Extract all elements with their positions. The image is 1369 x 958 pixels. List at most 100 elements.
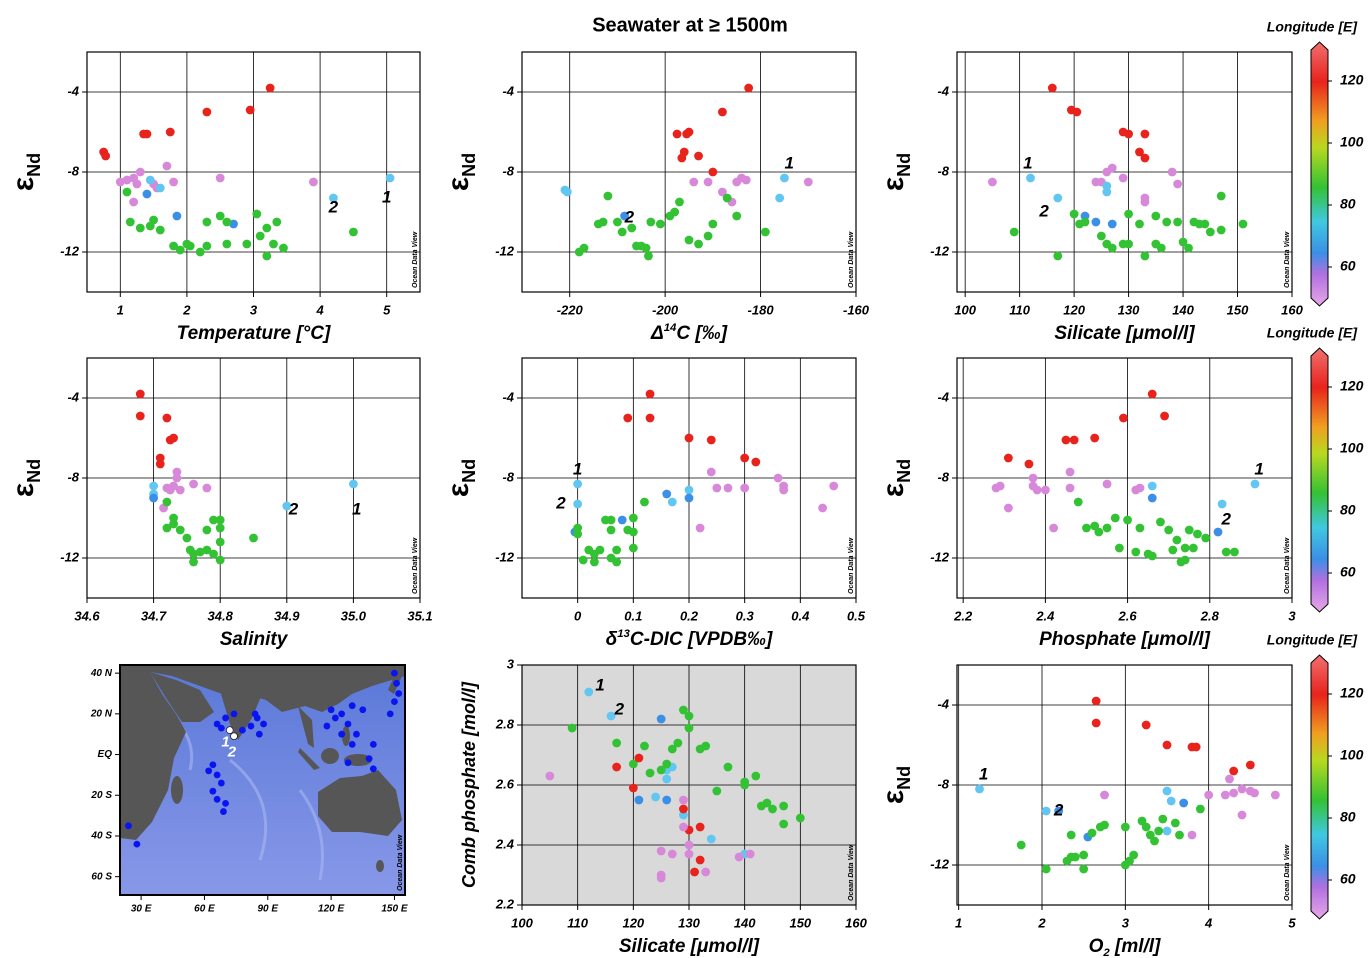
point bbox=[641, 243, 651, 253]
point bbox=[1166, 796, 1176, 806]
label-part: Salinity bbox=[220, 629, 289, 650]
point bbox=[1107, 219, 1117, 229]
point bbox=[385, 173, 395, 183]
label-part: Comb phosphate [mol/l] bbox=[459, 681, 479, 888]
point bbox=[349, 479, 358, 489]
x-tick-label: 2.8 bbox=[1200, 608, 1220, 623]
x-tick-label: 120 bbox=[622, 915, 644, 930]
station bbox=[393, 679, 400, 687]
y-tick-label: 2.2 bbox=[495, 896, 515, 911]
point bbox=[1141, 822, 1151, 832]
point bbox=[573, 499, 583, 509]
annotation: 1 bbox=[595, 675, 604, 694]
point bbox=[706, 435, 716, 445]
point bbox=[708, 167, 718, 177]
station bbox=[369, 740, 377, 748]
point bbox=[202, 525, 212, 535]
point bbox=[578, 555, 588, 565]
label-part: Phosphate [μmol/l] bbox=[1039, 629, 1211, 650]
point bbox=[282, 501, 292, 511]
point bbox=[1205, 227, 1215, 237]
x-tick-label: 0.2 bbox=[680, 608, 699, 623]
station bbox=[369, 765, 377, 773]
point bbox=[202, 483, 212, 493]
x-tick-label: 5 bbox=[383, 302, 391, 317]
point bbox=[135, 167, 145, 177]
point bbox=[1102, 181, 1112, 191]
point bbox=[628, 513, 638, 523]
point bbox=[612, 762, 622, 772]
point bbox=[988, 177, 997, 187]
point bbox=[606, 525, 616, 535]
y-tick-label: -4 bbox=[937, 696, 949, 711]
x-tick-label: 34.8 bbox=[208, 608, 234, 623]
point bbox=[673, 738, 683, 748]
point bbox=[142, 189, 152, 199]
colorbar-label: Longitude [E] bbox=[1267, 19, 1359, 35]
point bbox=[1102, 479, 1112, 489]
point bbox=[165, 127, 175, 137]
point bbox=[1178, 237, 1188, 247]
point bbox=[155, 459, 165, 469]
point bbox=[773, 473, 783, 483]
label-part: ε bbox=[7, 177, 40, 191]
station bbox=[226, 726, 234, 734]
x-tick-label: 2.6 bbox=[1118, 608, 1138, 623]
plot-frame bbox=[956, 51, 1293, 293]
point bbox=[628, 759, 638, 769]
station bbox=[344, 720, 352, 728]
station bbox=[348, 740, 356, 748]
point bbox=[628, 527, 638, 537]
point bbox=[269, 239, 278, 249]
station bbox=[133, 840, 141, 848]
y-tick-label: 20 S bbox=[90, 790, 112, 801]
point bbox=[1216, 191, 1226, 201]
x-tick-label: 1 bbox=[955, 915, 962, 930]
point bbox=[1041, 864, 1051, 874]
point bbox=[1047, 83, 1057, 93]
x-tick-label: 150 bbox=[1227, 302, 1249, 317]
point bbox=[662, 489, 672, 499]
station bbox=[386, 710, 394, 718]
point bbox=[189, 549, 198, 559]
x-tick-label: 0.5 bbox=[847, 608, 866, 623]
point bbox=[694, 239, 703, 249]
point bbox=[1187, 830, 1197, 840]
colorbar-tick-label: 100 bbox=[1340, 134, 1364, 150]
point bbox=[1079, 850, 1089, 860]
annotation: 1 bbox=[979, 764, 988, 783]
point bbox=[1003, 453, 1013, 463]
point bbox=[252, 209, 262, 219]
colorbar bbox=[1310, 41, 1329, 307]
plot-frame bbox=[956, 664, 1293, 906]
point bbox=[1204, 790, 1214, 800]
point bbox=[579, 243, 589, 253]
point bbox=[667, 849, 677, 859]
point bbox=[189, 557, 198, 567]
point bbox=[329, 193, 338, 203]
point bbox=[122, 187, 132, 197]
point bbox=[172, 211, 182, 221]
point bbox=[1147, 481, 1157, 491]
x-tick-label: 2 bbox=[1037, 915, 1046, 930]
label-part: ε bbox=[877, 790, 910, 804]
point bbox=[684, 485, 694, 495]
point bbox=[1162, 786, 1172, 796]
label-part: 2 bbox=[1102, 947, 1110, 958]
point bbox=[740, 780, 750, 790]
point bbox=[703, 231, 713, 241]
point bbox=[662, 774, 672, 784]
station bbox=[323, 722, 331, 730]
label-part: Nd bbox=[894, 153, 914, 177]
point bbox=[135, 411, 145, 421]
annotation: 2 bbox=[1038, 201, 1049, 220]
point bbox=[567, 723, 577, 733]
y-tick-label: -8 bbox=[937, 776, 949, 791]
point bbox=[1156, 243, 1166, 253]
label-part: 13 bbox=[617, 628, 630, 640]
point bbox=[1009, 227, 1019, 237]
colorbar-tick-label: 80 bbox=[1340, 196, 1356, 212]
point bbox=[628, 783, 638, 793]
x-tick-label: 34.7 bbox=[141, 608, 167, 623]
point bbox=[155, 225, 165, 235]
